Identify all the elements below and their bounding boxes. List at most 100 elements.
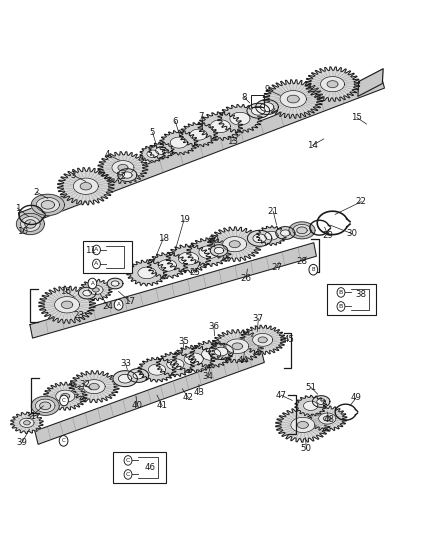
Polygon shape — [187, 238, 231, 266]
Polygon shape — [178, 252, 198, 265]
Polygon shape — [88, 285, 103, 295]
Polygon shape — [289, 222, 315, 239]
Text: 26: 26 — [240, 273, 251, 282]
Text: 28: 28 — [297, 257, 307, 266]
Text: 7: 7 — [199, 111, 204, 120]
Text: A: A — [117, 302, 120, 308]
Polygon shape — [226, 339, 249, 353]
Polygon shape — [20, 418, 34, 427]
Polygon shape — [83, 290, 92, 296]
Polygon shape — [276, 408, 330, 442]
Polygon shape — [210, 120, 230, 133]
Polygon shape — [24, 421, 30, 425]
Text: 43: 43 — [194, 388, 205, 397]
Polygon shape — [21, 216, 40, 231]
Polygon shape — [80, 182, 92, 190]
Polygon shape — [317, 399, 325, 405]
Polygon shape — [155, 147, 167, 155]
Polygon shape — [223, 237, 247, 252]
Polygon shape — [159, 260, 177, 271]
Polygon shape — [118, 165, 128, 171]
Polygon shape — [147, 150, 159, 158]
Polygon shape — [89, 383, 99, 390]
Polygon shape — [218, 104, 262, 133]
Polygon shape — [140, 146, 165, 162]
Text: 10: 10 — [17, 227, 28, 236]
Polygon shape — [98, 152, 148, 183]
Text: 38: 38 — [356, 290, 367, 299]
Polygon shape — [31, 396, 59, 415]
Text: 9: 9 — [265, 85, 270, 94]
Polygon shape — [160, 130, 198, 155]
Polygon shape — [198, 112, 243, 140]
Polygon shape — [138, 267, 156, 279]
Polygon shape — [127, 260, 167, 286]
Text: B: B — [339, 304, 343, 309]
Polygon shape — [251, 106, 265, 115]
Polygon shape — [190, 341, 232, 368]
Bar — [251, 95, 264, 107]
Polygon shape — [190, 129, 207, 140]
Polygon shape — [107, 278, 123, 289]
Text: 13: 13 — [226, 136, 237, 146]
Text: 25: 25 — [189, 269, 200, 277]
Text: 40: 40 — [131, 401, 142, 410]
Polygon shape — [318, 413, 336, 424]
Text: 15: 15 — [351, 113, 363, 122]
Polygon shape — [260, 102, 274, 111]
Text: 20: 20 — [208, 236, 219, 245]
Text: 41: 41 — [157, 401, 168, 410]
Circle shape — [88, 278, 97, 289]
Polygon shape — [39, 286, 95, 324]
Bar — [327, 284, 376, 316]
Polygon shape — [40, 402, 51, 409]
Polygon shape — [11, 412, 43, 433]
Polygon shape — [180, 123, 218, 147]
Text: 39: 39 — [16, 439, 27, 448]
Text: 46: 46 — [145, 463, 155, 472]
Polygon shape — [83, 379, 105, 394]
Polygon shape — [291, 417, 315, 432]
Polygon shape — [61, 301, 73, 309]
Polygon shape — [263, 80, 323, 118]
Polygon shape — [56, 390, 75, 402]
Text: 19: 19 — [179, 215, 190, 224]
Polygon shape — [232, 343, 243, 350]
Polygon shape — [358, 69, 383, 96]
Circle shape — [337, 302, 345, 311]
Text: C: C — [62, 438, 65, 443]
Polygon shape — [55, 296, 80, 313]
Text: 16: 16 — [60, 287, 71, 296]
Polygon shape — [281, 230, 290, 236]
Polygon shape — [327, 80, 338, 87]
Polygon shape — [133, 372, 144, 379]
Polygon shape — [148, 364, 166, 375]
Polygon shape — [240, 325, 286, 354]
Polygon shape — [305, 67, 360, 101]
Polygon shape — [113, 370, 138, 386]
Polygon shape — [323, 416, 331, 421]
Polygon shape — [118, 374, 132, 383]
Circle shape — [92, 245, 100, 255]
Polygon shape — [149, 142, 174, 159]
Circle shape — [337, 288, 345, 297]
Polygon shape — [111, 281, 119, 286]
Polygon shape — [312, 395, 330, 407]
Polygon shape — [156, 352, 194, 377]
Polygon shape — [170, 137, 187, 148]
Text: 6: 6 — [173, 117, 178, 126]
Polygon shape — [297, 422, 308, 429]
Polygon shape — [138, 357, 176, 382]
Polygon shape — [80, 279, 112, 301]
Text: 17: 17 — [124, 297, 135, 306]
Text: B: B — [311, 267, 315, 272]
Polygon shape — [304, 401, 318, 410]
Text: 3: 3 — [70, 171, 75, 180]
Polygon shape — [280, 91, 307, 108]
Text: 44: 44 — [238, 356, 249, 365]
Text: 8: 8 — [242, 93, 247, 102]
Polygon shape — [253, 334, 273, 346]
Text: 21: 21 — [268, 207, 279, 216]
Text: 45: 45 — [283, 335, 294, 344]
Polygon shape — [211, 329, 264, 363]
